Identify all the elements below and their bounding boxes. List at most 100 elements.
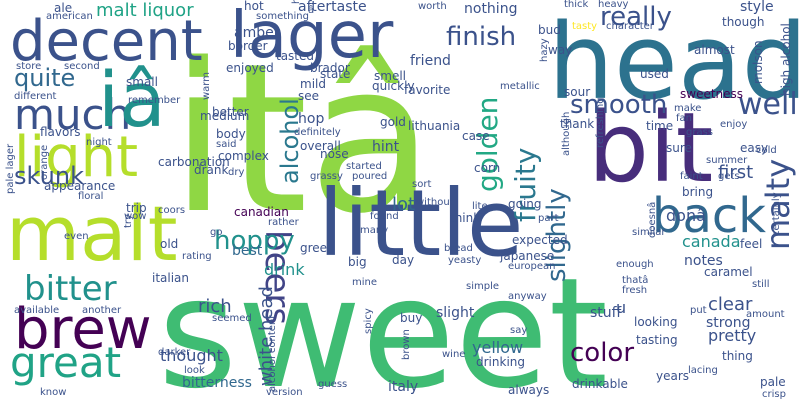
- word-thought: thought: [160, 346, 223, 365]
- word-fan: fan: [676, 113, 692, 124]
- word-rating: rating: [182, 251, 212, 262]
- word-sort: sort: [412, 179, 432, 190]
- word-sure: sure: [666, 141, 692, 155]
- word-bread: bread: [444, 243, 473, 254]
- word-gets: gets: [718, 171, 740, 182]
- word-carbonation: carbonation: [158, 155, 230, 169]
- word-aftertaste: aftertaste: [298, 0, 367, 15]
- word-drink: drink: [264, 260, 305, 279]
- word-skunk: skunk: [14, 162, 84, 190]
- word-lager: lager: [230, 0, 394, 73]
- word-friend: friend: [410, 53, 451, 69]
- word-easy: easy: [740, 141, 769, 155]
- word-body: body: [216, 127, 246, 141]
- word-expected: expected: [512, 233, 568, 247]
- word-guess: guess: [318, 379, 348, 390]
- word-quite: quite: [14, 64, 76, 92]
- word-put: put: [690, 305, 707, 316]
- word-amber: amber: [234, 25, 280, 41]
- word-lite: lite: [472, 201, 488, 212]
- word-case: case: [462, 129, 490, 143]
- word-big: big: [348, 255, 367, 269]
- word-tasting: tasting: [636, 333, 678, 347]
- word-appearance: appearance: [44, 179, 116, 193]
- word-almost: almost: [694, 43, 735, 57]
- word-warm: warm: [201, 72, 212, 100]
- word-smell: smell: [374, 69, 406, 83]
- word-much: much: [14, 90, 132, 139]
- word-hint: hint: [372, 139, 400, 155]
- word-quickly: quickly: [372, 79, 415, 93]
- word-style: style: [740, 0, 774, 15]
- word-yeasty: yeasty: [448, 255, 482, 266]
- word-hard: hard: [291, 0, 302, 4]
- word-slight: slight: [436, 305, 475, 321]
- word-golden: golden: [471, 96, 504, 192]
- word-see: see: [298, 89, 320, 103]
- word-even: even: [64, 231, 89, 242]
- word-another: another: [82, 305, 122, 316]
- word-alcohol-content: alcohol content: [267, 314, 278, 392]
- word-bud: bud: [538, 23, 561, 37]
- word-a-char: â: [308, 5, 315, 16]
- word-remember: remember: [128, 95, 181, 106]
- word-day: day: [392, 253, 415, 267]
- word-simple: simple: [466, 281, 500, 292]
- word-darker: darker: [158, 347, 191, 358]
- word-drinkable: drinkable: [572, 377, 628, 391]
- word-definitely: definitely: [294, 127, 341, 138]
- word-clear: clear: [708, 294, 753, 315]
- word-amount: amount: [746, 309, 785, 320]
- word-thick: thick: [564, 0, 589, 10]
- word-really: really: [600, 2, 672, 32]
- word-looking: looking: [634, 315, 678, 329]
- word-malt-liquor: malt liquor: [96, 0, 194, 21]
- word-best: best: [232, 243, 263, 259]
- word-overall: overall: [300, 139, 341, 153]
- word-said: said: [216, 139, 237, 150]
- word-decent: decent: [10, 9, 203, 74]
- word-night: night: [86, 137, 112, 148]
- word-bitter: bitter: [24, 269, 117, 309]
- word-italy: italy: [388, 379, 419, 395]
- word-tasted: tasted: [276, 49, 315, 63]
- word-poured: poured: [352, 171, 388, 182]
- word-that: thatâ: [622, 275, 649, 286]
- word-go: go: [210, 227, 223, 238]
- word-many: many: [360, 225, 389, 236]
- word-feel: feel: [740, 237, 763, 251]
- word-started: started: [346, 161, 382, 172]
- word-don: donâ: [666, 206, 706, 225]
- word-worth: worth: [418, 1, 447, 12]
- word-going: going: [508, 197, 542, 211]
- word-always: always: [508, 383, 550, 397]
- word-sour: sour: [564, 85, 591, 99]
- word-faint: faint: [680, 171, 703, 182]
- word-look: look: [184, 365, 205, 376]
- word-stuff: stuff: [590, 305, 622, 321]
- word-notes: notes: [684, 253, 723, 269]
- word-bitterness: bitterness: [182, 375, 252, 391]
- word-rather: rather: [268, 217, 299, 228]
- word-strong: strong: [706, 315, 751, 331]
- word-yellow: yellow: [472, 338, 524, 357]
- word-heavy: heavy: [598, 0, 629, 10]
- word-think: think: [450, 211, 481, 225]
- word-smooth: smooth: [570, 90, 668, 120]
- word-old: old: [160, 237, 179, 251]
- word-color: color: [570, 338, 635, 368]
- word-enough: enough: [616, 259, 654, 270]
- word-sweetness: sweetness: [680, 87, 744, 101]
- word-corn: corn: [474, 161, 501, 175]
- word-fresh: fresh: [622, 285, 648, 296]
- word-small: small: [126, 75, 158, 89]
- word-medium: medium: [200, 109, 250, 123]
- word-something: something: [256, 11, 309, 22]
- word-found: found: [370, 211, 399, 222]
- word-gold: gold: [380, 115, 406, 129]
- word-pale: pale: [760, 375, 786, 389]
- word-enjoy: enjoy: [720, 119, 748, 130]
- word-store: store: [16, 61, 42, 72]
- word-anyway: anyway: [508, 291, 547, 302]
- word-high-alcohol: high alcohol: [779, 23, 793, 96]
